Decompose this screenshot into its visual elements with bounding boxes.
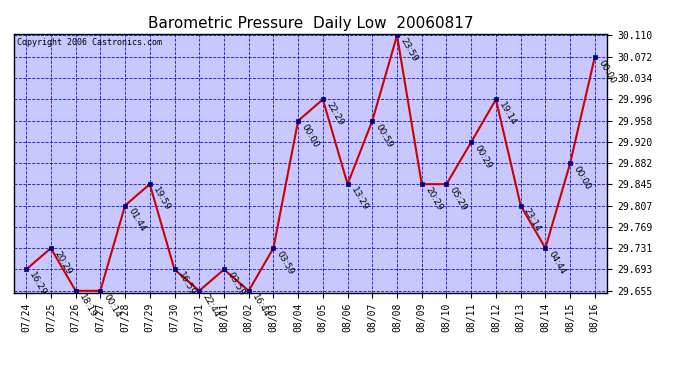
Text: 23:14: 23:14	[522, 207, 542, 234]
Text: 16:44: 16:44	[250, 292, 270, 319]
Text: 19:59: 19:59	[151, 186, 172, 213]
Text: 20:29: 20:29	[423, 186, 444, 212]
Title: Barometric Pressure  Daily Low  20060817: Barometric Pressure Daily Low 20060817	[148, 16, 473, 31]
Text: 18:19: 18:19	[77, 292, 98, 319]
Text: 00:59: 00:59	[374, 122, 395, 149]
Text: 00:00: 00:00	[571, 165, 592, 192]
Text: 16:29: 16:29	[28, 271, 48, 298]
Text: 16:59: 16:59	[176, 271, 197, 298]
Text: 00:14: 00:14	[101, 292, 122, 319]
Text: 03:59: 03:59	[275, 249, 295, 276]
Text: 03:59: 03:59	[226, 271, 246, 298]
Text: 00:29: 00:29	[473, 144, 493, 170]
Text: 20:29: 20:29	[52, 249, 73, 276]
Text: 22:29: 22:29	[324, 101, 345, 128]
Text: 01:44: 01:44	[126, 207, 147, 234]
Text: 04:44: 04:44	[546, 249, 567, 276]
Text: 13:29: 13:29	[349, 186, 370, 212]
Text: 00:00: 00:00	[596, 58, 617, 85]
Text: 00:00: 00:00	[299, 122, 320, 149]
Text: 05:29: 05:29	[448, 186, 469, 212]
Text: 23:59: 23:59	[398, 37, 419, 64]
Text: Copyright 2006 Castronics.com: Copyright 2006 Castronics.com	[17, 38, 161, 46]
Text: 19:14: 19:14	[497, 101, 518, 128]
Text: 22:44: 22:44	[201, 292, 221, 319]
